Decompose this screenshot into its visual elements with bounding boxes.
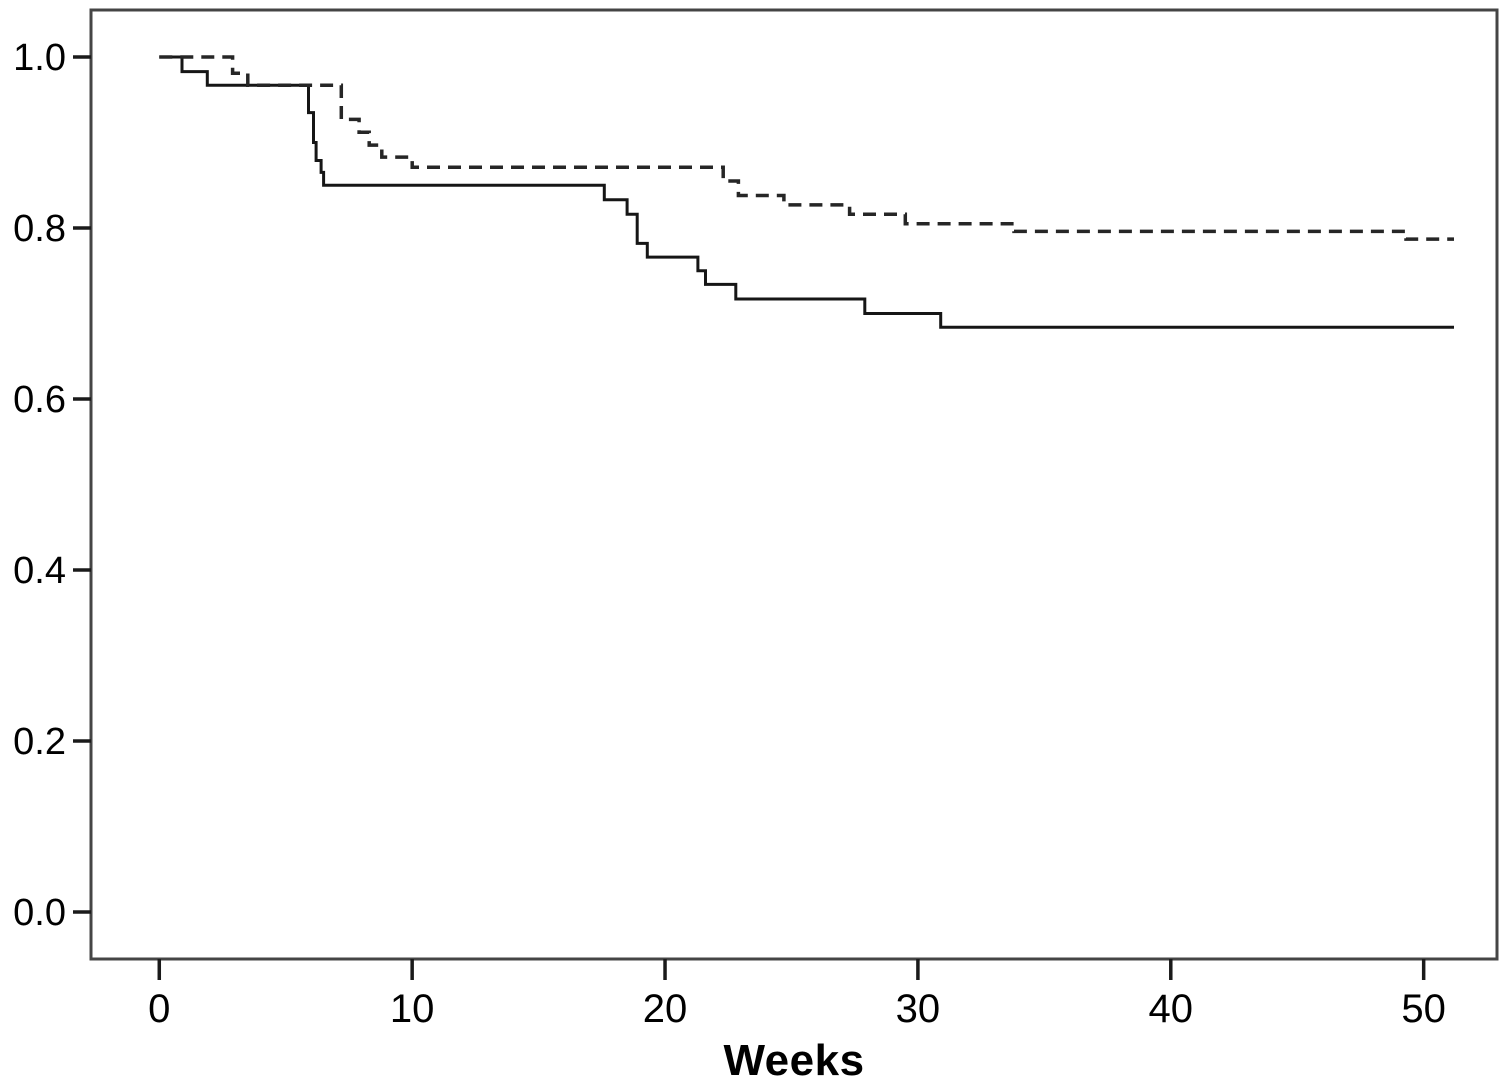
x-tick-label: 50	[1401, 987, 1446, 1031]
y-tick-label: 0.0	[13, 892, 66, 934]
y-tick-label: 0.8	[13, 208, 66, 250]
x-tick-label: 40	[1149, 987, 1194, 1031]
x-axis-title: Weeks	[723, 1036, 865, 1085]
y-tick-label: 0.4	[13, 550, 66, 592]
y-tick-label: 0.2	[13, 721, 66, 763]
plot-border	[89, 8, 1499, 961]
x-tick-label: 20	[643, 987, 688, 1031]
x-tick-label: 10	[390, 987, 435, 1031]
dashed-group-curve	[159, 55, 1454, 241]
solid-group-curve	[159, 55, 1454, 329]
y-tick-label: 0.6	[13, 379, 66, 421]
x-tick-label: 0	[148, 987, 170, 1031]
x-tick-label: 30	[896, 987, 941, 1031]
y-tick-label: 1.0	[13, 37, 66, 79]
